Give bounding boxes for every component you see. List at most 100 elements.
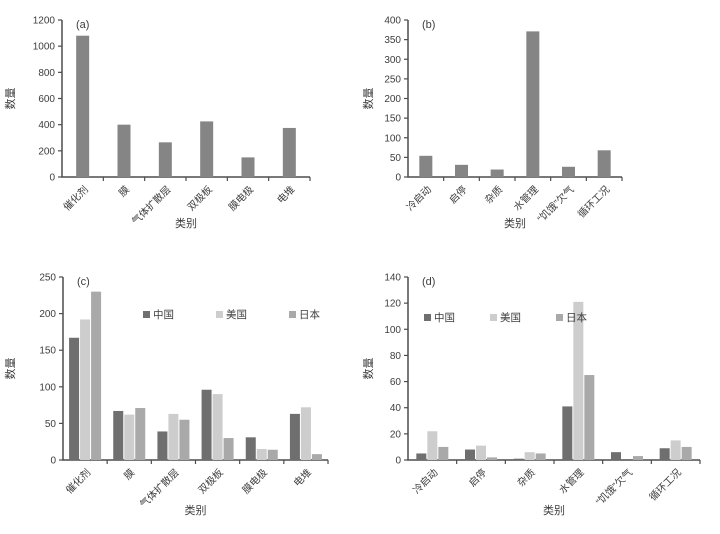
- bar: [465, 449, 475, 460]
- x-tick-label: 膜: [122, 467, 138, 483]
- chart-d: 0 20 40 60 80 100 120 140 冷启动 启停 杂质 水管理 “饥饿”欠气 循环工况类别…: [362, 273, 701, 517]
- bar: [241, 157, 255, 178]
- x-tick-labels: 冷启动 启停 杂质水管理“饥饿”欠气循环工况: [410, 466, 684, 508]
- legend: 中国 美国 日本: [424, 311, 587, 324]
- bar: [179, 419, 190, 460]
- y-tick-label: 0: [395, 456, 401, 467]
- y-tick-label: 400: [384, 16, 401, 27]
- y-tick-label: 200: [39, 309, 56, 320]
- y-axis-title: 数量: [4, 88, 17, 110]
- bar: [476, 445, 486, 460]
- x-tick-label: 水管理: [511, 183, 541, 213]
- x-tick-label: 电堆: [274, 183, 297, 206]
- y-tick-label: 250: [384, 74, 401, 85]
- x-tick-label: 膜: [117, 184, 133, 200]
- x-axis-ticks: [106, 460, 329, 464]
- bar: [573, 301, 584, 460]
- bar: [562, 406, 573, 460]
- y-axis-ticks: 0 20 40 60 80 100 120 140: [384, 273, 408, 467]
- bar: [524, 452, 535, 460]
- bar: [681, 446, 692, 460]
- bar: [124, 414, 135, 460]
- legend-label: 日本: [566, 311, 587, 324]
- y-tick-label: 50: [390, 153, 402, 164]
- bar: [633, 456, 643, 460]
- bars: [416, 301, 692, 460]
- legend-swatch: [490, 314, 497, 321]
- bar: [311, 454, 322, 460]
- legend-swatch: [216, 311, 223, 318]
- bar: [670, 440, 681, 460]
- x-tick-label: 冷启动: [404, 183, 434, 213]
- bar: [659, 448, 670, 460]
- x-axis-title: 类别: [185, 503, 207, 517]
- y-tick-label: 80: [390, 351, 402, 362]
- bar: [513, 458, 524, 460]
- y-tick-label: 40: [390, 403, 402, 414]
- y-tick-label: 800: [38, 68, 55, 79]
- legend-swatch: [556, 314, 563, 321]
- bar: [282, 127, 296, 177]
- bar: [117, 124, 131, 177]
- x-tick-label: 杂质: [515, 467, 538, 490]
- x-tick-label: 电堆: [291, 466, 314, 489]
- legend-label: 中国: [153, 308, 174, 321]
- bar: [597, 150, 611, 177]
- x-tick-label: “饥饿”欠气: [593, 466, 635, 508]
- y-tick-label: 350: [384, 35, 401, 46]
- bar: [535, 453, 546, 460]
- bar: [584, 375, 595, 460]
- bar: [69, 337, 80, 460]
- y-tick-label: 150: [39, 346, 56, 357]
- legend-label: 美国: [500, 311, 521, 324]
- bar: [300, 407, 311, 460]
- legend-swatch: [289, 311, 296, 318]
- y-tick-label: 200: [384, 94, 401, 105]
- panel-label: (b): [422, 19, 435, 31]
- legend-label: 中国: [434, 311, 455, 324]
- x-axis-ticks: [102, 177, 311, 181]
- y-tick-label: 1200: [33, 16, 56, 27]
- legend-label: 日本: [299, 308, 320, 321]
- y-tick-label: 400: [38, 120, 55, 131]
- bar: [416, 453, 427, 460]
- y-tick-label: 250: [39, 273, 56, 284]
- x-tick-label: 循环工况: [646, 466, 683, 503]
- bar: [245, 437, 256, 460]
- y-tick-label: 150: [384, 114, 401, 125]
- chart-cell-a: 0 200 400 600 800 1000 1200 催化剂 膜气体扩散层 双极板 膜电极 电堆 类别…: [0, 0, 360, 267]
- x-tick-label: 冷启动: [410, 466, 440, 496]
- bar: [91, 291, 102, 460]
- legend-swatch: [424, 314, 431, 321]
- y-tick-label: 140: [384, 273, 401, 284]
- x-tick-label: 循环工况: [575, 183, 612, 220]
- chart-cell-c: 0 50 100 150 200 250 催化剂 膜气体扩散层 双极板 膜电极 电堆 类别 数量 (c) 中…: [0, 267, 360, 534]
- x-axis-title: 类别: [175, 216, 197, 230]
- x-tick-label: 气体扩散层: [129, 183, 174, 228]
- x-tick-label: 膜电极: [226, 183, 256, 213]
- axes: [407, 277, 700, 461]
- y-tick-label: 100: [384, 325, 401, 336]
- legend: 中国 美国 日本: [143, 308, 320, 321]
- axes: [407, 20, 622, 178]
- y-tick-label: 20: [390, 429, 402, 440]
- x-tick-label: “饥饿”欠气: [534, 183, 576, 225]
- bar: [200, 121, 214, 177]
- y-tick-label: 0: [395, 173, 401, 184]
- legend-label: 美国: [226, 308, 247, 321]
- x-tick-labels: 催化剂 膜气体扩散层双极板膜电极电堆: [63, 466, 314, 511]
- y-tick-label: 50: [45, 419, 57, 430]
- bar: [76, 35, 90, 178]
- chart-b: 0 50 100 150 200 250 300 350 400 冷启动 启停 杂质 水管理“饥饿”欠气…: [362, 16, 623, 230]
- y-axis-ticks: 0 50 100 150 200 250: [39, 273, 63, 467]
- x-tick-label: 启停: [466, 466, 489, 489]
- bar: [526, 31, 540, 177]
- x-tick-label: 催化剂: [60, 183, 90, 213]
- y-axis-title: 数量: [4, 358, 17, 380]
- x-tick-label: 杂质: [483, 184, 506, 207]
- bar: [80, 319, 91, 460]
- bar: [256, 449, 267, 460]
